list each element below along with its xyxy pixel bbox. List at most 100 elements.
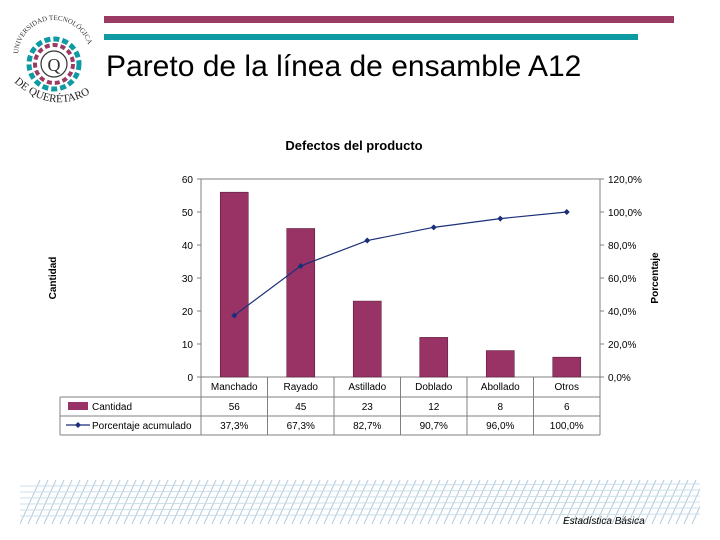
x-tick-label: Astillado <box>348 382 386 393</box>
x-tick-label: Doblado <box>415 382 453 393</box>
footer-hatch-line <box>387 480 409 524</box>
chart-title: Defectos del producto <box>285 138 422 153</box>
cumulative-point-otros <box>563 209 570 215</box>
footer-hatch-line <box>483 480 505 524</box>
footer-hatch-line <box>187 480 209 524</box>
table-cell-porcentaje: 37,3% <box>220 421 248 432</box>
slide-title: Pareto de la línea de ensamble A12 <box>106 50 582 83</box>
footer-hatch-line <box>99 480 121 524</box>
x-tick-label: Otros <box>555 382 579 393</box>
footer-hatch-line <box>331 480 353 524</box>
footer-hatch-line <box>411 480 433 524</box>
legend-key-marker <box>75 422 81 428</box>
footer-stripe-line <box>20 483 700 487</box>
footer-stripe-line <box>20 507 700 511</box>
table-cell-cantidad: 8 <box>497 402 503 413</box>
table-cell-porcentaje: 67,3% <box>287 421 315 432</box>
bar-rayado <box>286 228 316 378</box>
footer-hatch-line <box>347 480 369 524</box>
plot-frame <box>200 178 601 378</box>
bar-doblado <box>419 337 449 378</box>
footer-hatch-line <box>123 480 145 524</box>
table-cell-cantidad: 6 <box>564 402 570 413</box>
y-axis-label: Cantidad <box>48 257 59 300</box>
legend-label-cantidad: Cantidad <box>92 402 132 413</box>
footer-hatch-line <box>107 480 129 524</box>
footer-stripe-line <box>20 489 700 493</box>
header-accent-bar-top <box>104 16 674 23</box>
footer-hatch-line <box>91 480 113 524</box>
x-tick-label: Abollado <box>481 382 520 393</box>
footer-hatch-line <box>227 480 249 524</box>
footer-stripe-line <box>20 501 700 505</box>
y-tick-label: 40 <box>182 241 194 252</box>
y2-tick-label: 20,0% <box>608 340 636 351</box>
bar-astillado <box>352 300 382 378</box>
table-cell-porcentaje: 82,7% <box>353 421 381 432</box>
y2-tick-label: 100,0% <box>608 208 642 219</box>
footer-hatch-line <box>195 480 217 524</box>
footer-hatch-line <box>147 480 169 524</box>
footer-hatch-line <box>291 480 313 524</box>
y2-tick-label: 60,0% <box>608 274 636 285</box>
footer-hatch-line <box>283 480 305 524</box>
y-tick-label: 10 <box>182 340 194 351</box>
footer-hatch-line <box>219 480 241 524</box>
footer-hatch-line <box>155 480 177 524</box>
y-tick-label: 60 <box>182 175 194 186</box>
footer-hatch-line <box>395 480 417 524</box>
y-tick-label: 20 <box>182 307 194 318</box>
table-cell-porcentaje: 100,0% <box>550 421 584 432</box>
bar-otros <box>552 356 582 378</box>
bar-manchado <box>219 191 249 378</box>
footer-hatch-line <box>235 480 257 524</box>
cumulative-point-doblado <box>430 224 437 231</box>
footer-text: Estadística Básica <box>563 516 645 527</box>
footer-hatch-line <box>499 480 521 524</box>
x-tick-label: Manchado <box>211 382 258 393</box>
footer-hatch-line <box>443 480 465 524</box>
footer-hatch-line <box>267 480 289 524</box>
footer-hatch-line <box>59 480 81 524</box>
legend-label-porcentaje: Porcentaje acumulado <box>92 421 192 432</box>
footer-hatch-line <box>435 480 457 524</box>
footer-stripe-line <box>20 513 700 517</box>
logo-emblem <box>26 36 82 92</box>
plot-area <box>200 178 601 378</box>
cumulative-point-astillado <box>364 237 371 244</box>
cumulative-point-rayado <box>297 262 304 269</box>
y2-tick-label: 120,0% <box>608 175 642 186</box>
footer-hatch-line <box>67 480 89 524</box>
table-cell-cantidad: 45 <box>295 402 307 413</box>
footer-hatch-line <box>515 480 537 524</box>
footer-hatch-line <box>211 480 233 524</box>
x-tick-label: Rayado <box>284 382 319 393</box>
table-cell-cantidad: 23 <box>362 402 374 413</box>
footer-hatch-line <box>131 480 153 524</box>
footer-hatch-line <box>475 480 497 524</box>
footer-hatch-line <box>507 480 529 524</box>
footer-hatch-line <box>427 480 449 524</box>
footer-stripe-line <box>20 495 700 499</box>
footer-hatch-line <box>419 480 441 524</box>
footer-hatch-line <box>43 480 65 524</box>
y2-tick-label: 0,0% <box>608 373 631 384</box>
footer-hatch-line <box>139 480 161 524</box>
footer-hatch-line <box>467 480 489 524</box>
footer-hatch-line <box>179 480 201 524</box>
footer-hatch-line <box>27 480 49 524</box>
table-cell-cantidad: 12 <box>428 402 440 413</box>
footer-hatch-line <box>691 505 700 524</box>
footer-hatch-line <box>83 480 105 524</box>
footer-hatch-line <box>163 480 185 524</box>
y2-tick-label: 80,0% <box>608 241 636 252</box>
footer-hatch-line <box>307 480 329 524</box>
cumulative-point-manchado <box>231 312 238 319</box>
footer-hatch-line <box>299 480 321 524</box>
cumulative-point-abollado <box>497 215 504 222</box>
university-logo: UNIVERSIDAD TECNOLÓGICA Q DE QUERÉTARO <box>12 14 94 105</box>
footer-decoration <box>20 480 700 524</box>
header-accent-bar-bottom <box>104 34 638 40</box>
footer-hatch-line <box>339 480 361 524</box>
table-cell-cantidad: 56 <box>229 402 241 413</box>
